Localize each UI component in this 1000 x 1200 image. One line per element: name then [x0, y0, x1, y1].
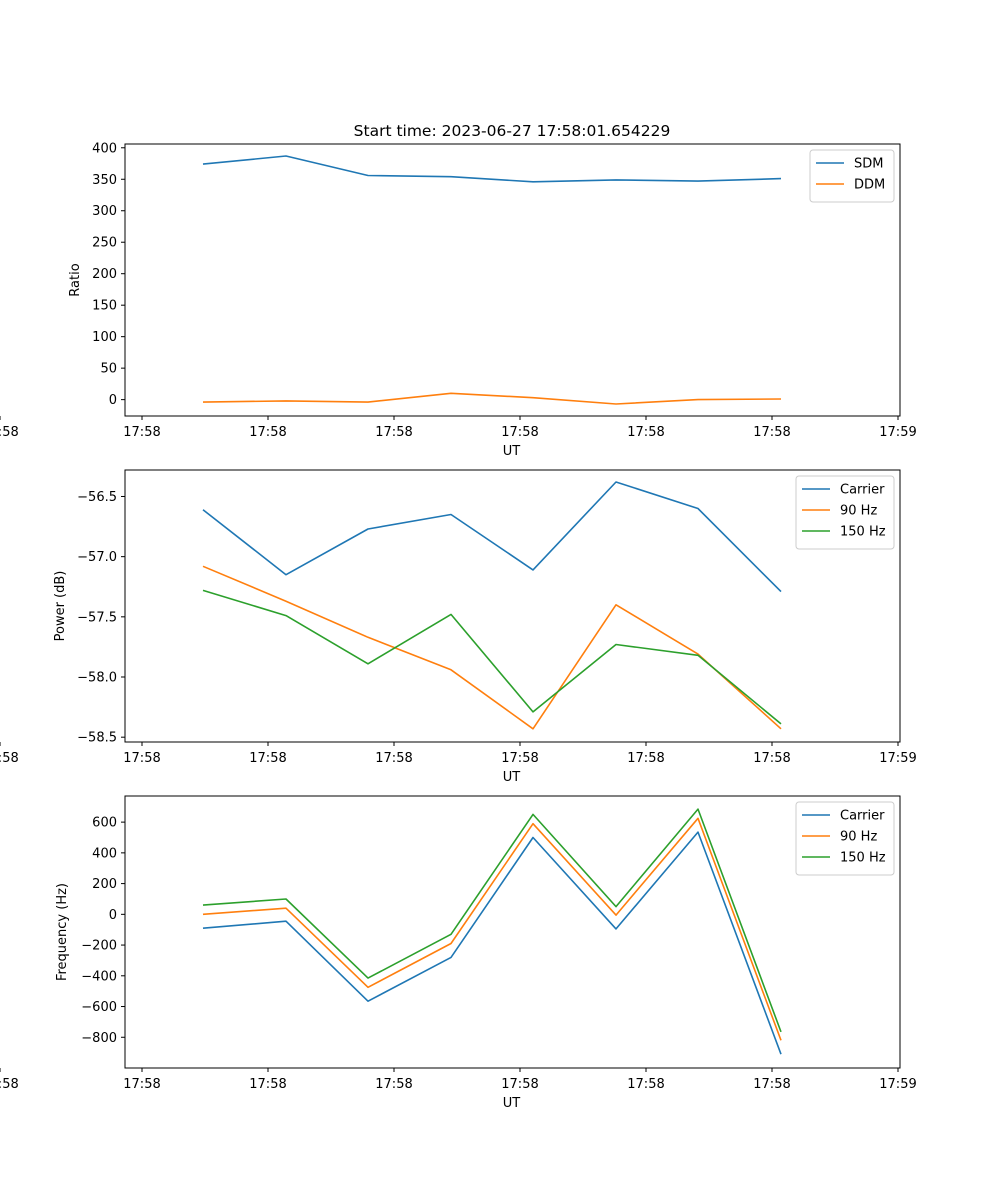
x-tick-label: 17:58 [123, 751, 160, 766]
y-tick-label: −58.0 [77, 671, 117, 686]
x-tick-label: 17:58 [627, 1077, 664, 1092]
y-tick-label: −600 [81, 1000, 117, 1015]
series-line-carrier [202, 481, 782, 593]
y-tick-label: −57.5 [77, 610, 117, 625]
x-tick-label: 17:58 [123, 425, 160, 440]
x-tick-label: 17:58 [123, 1077, 160, 1092]
x-axis-label: UT [503, 770, 521, 785]
y-axis-label: Ratio [68, 263, 83, 296]
y-tick-label: 400 [92, 141, 117, 156]
series-line-90-hz [202, 817, 782, 1041]
y-tick-label: 50 [100, 362, 117, 377]
x-tick-label: 17:59 [879, 425, 916, 440]
x-tick-label: 17:58 [249, 751, 286, 766]
y-tick-label: 250 [92, 236, 117, 251]
x-tick-label: 17:58 [753, 1077, 790, 1092]
chart-panel-3: 17:58 17:58 17:58 17:58 17:58 17:58 17:58 17:59… [0, 795, 917, 1111]
x-tick-label: 17:59 [879, 1077, 916, 1092]
x-tick-label: 17:58 [0, 1077, 19, 1092]
series-line-150-hz [202, 589, 782, 725]
y-tick-label: −200 [81, 939, 117, 954]
legend: SDM DDM [809, 149, 895, 203]
x-tick-label: 17:59 [879, 751, 916, 766]
plot-frame [124, 469, 901, 743]
chart-panels: 17:58 17:58 17:58 17:58 17:58 17:58 17:58 17:59… [0, 141, 917, 1111]
x-tick-label: 17:58 [627, 425, 664, 440]
legend-label: Carrier [840, 809, 885, 824]
x-axis-label: UT [503, 444, 521, 459]
figure-title: Start time: 2023-06-27 17:58:01.654229 [354, 122, 671, 140]
y-tick-label: 200 [92, 267, 117, 282]
legend-label: Carrier [840, 483, 885, 498]
x-tick-label: 17:58 [501, 425, 538, 440]
y-tick-label: 400 [92, 846, 117, 861]
x-tick-label: 17:58 [0, 751, 19, 766]
x-tick-label: 17:58 [0, 425, 19, 440]
plot-frame [124, 795, 901, 1069]
y-tick-label: 150 [92, 299, 117, 314]
x-axis-label: UT [503, 1096, 521, 1111]
series-line-ddm [202, 392, 782, 405]
x-tick-label: 17:58 [375, 1077, 412, 1092]
series-line-150-hz [202, 808, 782, 1033]
legend-label: SDM [854, 157, 883, 172]
legend-label: 150 Hz [840, 851, 886, 866]
y-tick-label: −57.0 [77, 550, 117, 565]
x-tick-label: 17:58 [753, 425, 790, 440]
legend-label: 90 Hz [840, 504, 877, 519]
x-tick-label: 17:58 [249, 425, 286, 440]
chart-panel-1: 17:58 17:58 17:58 17:58 17:58 17:58 17:58 17:59… [0, 141, 917, 459]
y-tick-label: 200 [92, 877, 117, 892]
legend-label: 150 Hz [840, 525, 886, 540]
x-tick-label: 17:58 [249, 1077, 286, 1092]
y-tick-label: −58.5 [77, 731, 117, 746]
legend-label: DDM [854, 178, 885, 193]
y-tick-label: −400 [81, 969, 117, 984]
chart-panel-2: 17:58 17:58 17:58 17:58 17:58 17:58 17:58 17:59… [0, 469, 917, 785]
y-tick-label: 0 [109, 908, 117, 923]
y-tick-label: 100 [92, 330, 117, 345]
y-tick-label: 600 [92, 816, 117, 831]
y-tick-label: 300 [92, 204, 117, 219]
series-line-sdm [202, 155, 782, 183]
x-tick-label: 17:58 [501, 1077, 538, 1092]
x-tick-label: 17:58 [375, 425, 412, 440]
legend: Carrier 90 Hz 150 Hz [795, 475, 895, 550]
plot-frame [124, 143, 901, 417]
y-tick-label: 350 [92, 173, 117, 188]
x-tick-label: 17:58 [375, 751, 412, 766]
series-line-90-hz [202, 565, 782, 730]
y-axis-label: Frequency (Hz) [55, 883, 70, 981]
series-line-carrier [202, 831, 782, 1055]
x-tick-label: 17:58 [627, 751, 664, 766]
x-tick-label: 17:58 [501, 751, 538, 766]
y-axis-label: Power (dB) [53, 571, 68, 642]
y-tick-label: −56.5 [77, 490, 117, 505]
legend: Carrier 90 Hz 150 Hz [795, 801, 895, 876]
y-tick-label: 0 [109, 393, 117, 408]
x-tick-label: 17:58 [753, 751, 790, 766]
legend-label: 90 Hz [840, 830, 877, 845]
y-tick-label: −800 [81, 1031, 117, 1046]
